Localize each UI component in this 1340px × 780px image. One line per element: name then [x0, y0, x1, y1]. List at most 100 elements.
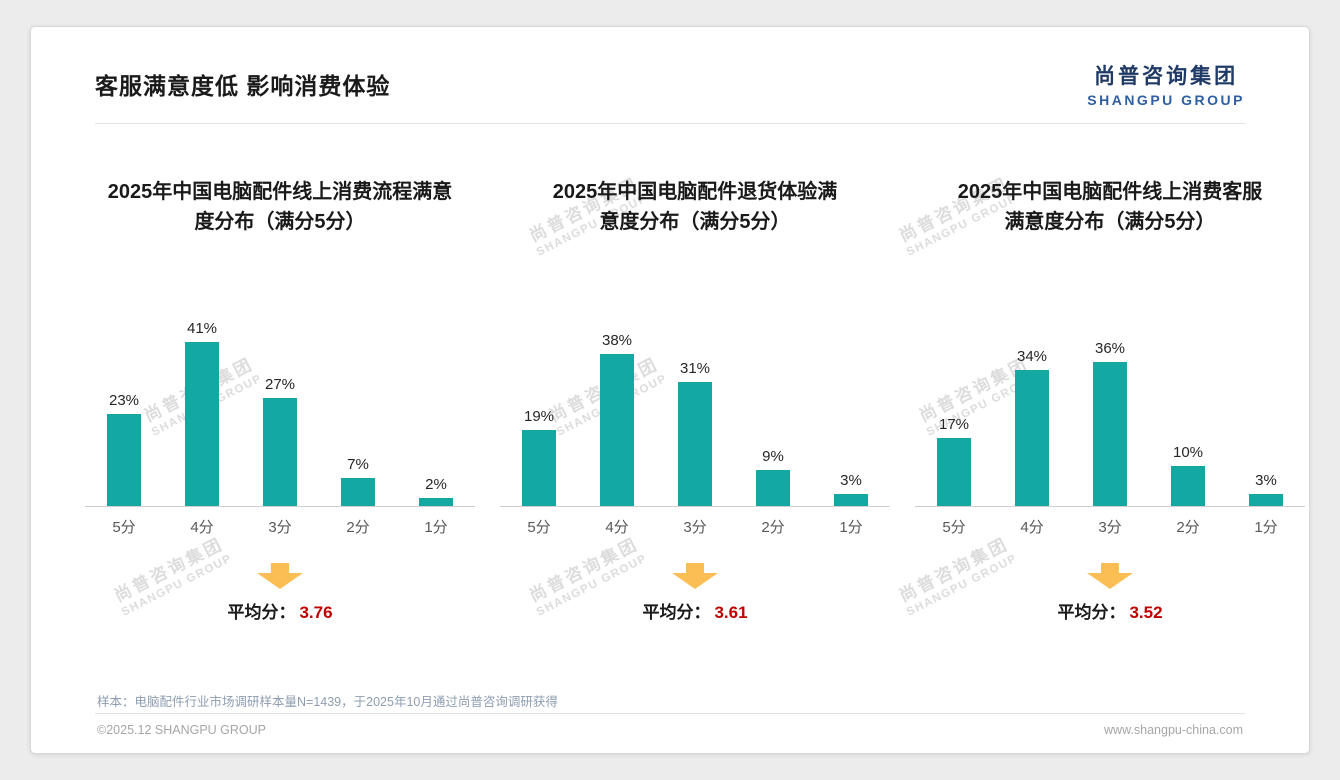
chart-column: 2025年中国电脑配件退货体验满 意度分布（满分5分） 19% 38% 31% 9% 3%… [494, 177, 896, 623]
bars-area: 17% 34% 36% 10% 3% [915, 287, 1305, 507]
x-axis-label: 1分 [424, 519, 448, 536]
bar-cell: 34% [993, 348, 1071, 506]
x-axis-labels: 5分 4分 3分 2分 1分 [500, 516, 890, 537]
average-label: 平均分： [642, 603, 711, 622]
bar-value-label: 9% [762, 448, 784, 465]
footer: ©2025.12 SHANGPU GROUP www.shangpu-china… [97, 723, 1243, 737]
average-value: 3.61 [714, 603, 748, 622]
chart-column: 2025年中国电脑配件线上消费客服 满意度分布（满分5分） 17% 34% 36% 10… [909, 177, 1309, 623]
bar [600, 354, 634, 506]
x-axis-label: 1分 [1254, 519, 1278, 536]
bar-value-label: 3% [1255, 472, 1277, 489]
bar-cell: 17% [915, 416, 993, 506]
page-title: 客服满意度低 影响消费体验 [95, 73, 391, 99]
x-axis-label: 5分 [527, 519, 551, 536]
x-axis-label: 5分 [942, 519, 966, 536]
bar-cell: 38% [578, 332, 656, 506]
bar-value-label: 34% [1016, 348, 1048, 365]
x-axis-label: 4分 [605, 519, 629, 536]
x-axis-label: 2分 [346, 519, 370, 536]
bar [522, 430, 556, 506]
x-axis-label: 4分 [190, 519, 214, 536]
bar [1015, 370, 1049, 506]
x-axis-labels: 5分 4分 3分 2分 1分 [85, 516, 475, 537]
bar-cell: 23% [85, 392, 163, 506]
bar [937, 438, 971, 506]
bar-value-label: 19% [523, 408, 555, 425]
logo-cn-text: 尚普咨询集团 [1094, 65, 1239, 88]
bar-chart: 23% 41% 27% 7% 2% 5分 4分 3分 2分 1分 [85, 287, 475, 537]
bars-area: 19% 38% 31% 9% 3% [500, 287, 890, 507]
bar [1171, 466, 1205, 506]
bar [185, 342, 219, 506]
bar-cell: 19% [500, 408, 578, 506]
average-value: 3.76 [299, 603, 333, 622]
bar [834, 494, 868, 506]
logo-en-text: SHANGPU GROUP [1087, 92, 1245, 108]
chart-column: 2025年中国电脑配件线上消费流程满意 度分布（满分5分） 23% 41% 27% 7%… [79, 177, 481, 623]
average-row: 平均分： 3.76 [227, 598, 332, 623]
chart-title: 2025年中国电脑配件线上消费客服 满意度分布（满分5分） [957, 181, 1263, 233]
logo: 尚普咨询集团 SHANGPU GROUP [1087, 60, 1245, 108]
bar-value-label: 2% [425, 476, 447, 493]
bar-value-label: 7% [347, 456, 369, 473]
down-arrow-icon [1087, 563, 1133, 589]
bar-cell: 2% [397, 476, 475, 506]
average-row: 平均分： 3.61 [642, 598, 747, 623]
average-value: 3.52 [1129, 603, 1163, 622]
bar-cell: 3% [1227, 472, 1305, 506]
bar-cell: 36% [1071, 340, 1149, 506]
bar [419, 498, 453, 506]
copyright-text: ©2025.12 SHANGPU GROUP [97, 723, 266, 737]
x-axis-label: 3分 [1098, 519, 1122, 536]
bar-cell: 27% [241, 376, 319, 506]
bar [678, 382, 712, 506]
chart-title: 2025年中国电脑配件退货体验满 意度分布（满分5分） [552, 181, 838, 233]
down-arrow-icon [257, 563, 303, 589]
bar-value-label: 38% [601, 332, 633, 349]
bar-value-label: 27% [264, 376, 296, 393]
header-divider [95, 123, 1245, 124]
footer-divider [95, 713, 1245, 714]
down-arrow-icon [672, 563, 718, 589]
bar [263, 398, 297, 506]
bar-chart: 17% 34% 36% 10% 3% 5分 4分 3分 2分 1分 [915, 287, 1305, 537]
bar [1093, 362, 1127, 506]
bar-value-label: 36% [1094, 340, 1126, 357]
bar-cell: 7% [319, 456, 397, 506]
x-axis-labels: 5分 4分 3分 2分 1分 [915, 516, 1305, 537]
x-axis-label: 5分 [112, 519, 136, 536]
x-axis-label: 2分 [761, 519, 785, 536]
x-axis-label: 3分 [683, 519, 707, 536]
bar [107, 414, 141, 506]
bar-cell: 3% [812, 472, 890, 506]
chart-title: 2025年中国电脑配件线上消费流程满意 度分布（满分5分） [107, 181, 453, 233]
bar-value-label: 23% [108, 392, 140, 409]
bar [756, 470, 790, 506]
bar-value-label: 41% [186, 320, 218, 337]
average-row: 平均分： 3.52 [1057, 598, 1162, 623]
bar-value-label: 10% [1172, 444, 1204, 461]
bar-value-label: 31% [679, 360, 711, 377]
average-label: 平均分： [1057, 603, 1126, 622]
bar-chart: 19% 38% 31% 9% 3% 5分 4分 3分 2分 1分 [500, 287, 890, 537]
average-label: 平均分： [227, 603, 296, 622]
x-axis-label: 3分 [268, 519, 292, 536]
bar-cell: 9% [734, 448, 812, 506]
header: 客服满意度低 影响消费体验 尚普咨询集团 SHANGPU GROUP [95, 51, 1245, 117]
bars-area: 23% 41% 27% 7% 2% [85, 287, 475, 507]
bar [341, 478, 375, 506]
x-axis-label: 1分 [839, 519, 863, 536]
bar-cell: 10% [1149, 444, 1227, 506]
x-axis-label: 4分 [1020, 519, 1044, 536]
bar-value-label: 17% [938, 416, 970, 433]
x-axis-label: 2分 [1176, 519, 1200, 536]
website-text: www.shangpu-china.com [1104, 723, 1243, 737]
bar-cell: 41% [163, 320, 241, 506]
charts-row: 2025年中国电脑配件线上消费流程满意 度分布（满分5分） 23% 41% 27% 7%… [79, 177, 1309, 623]
footnote: 样本：电脑配件行业市场调研样本量N=1439，于2025年10月通过尚普咨询调研… [97, 695, 558, 709]
bar-value-label: 3% [840, 472, 862, 489]
bar [1249, 494, 1283, 506]
bar-cell: 31% [656, 360, 734, 506]
